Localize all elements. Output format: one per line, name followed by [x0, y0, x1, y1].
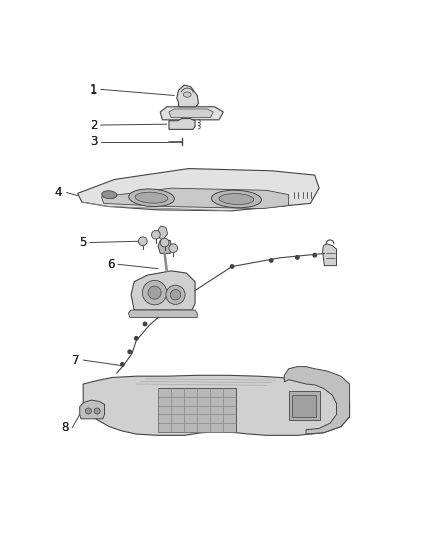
Circle shape [120, 362, 124, 366]
Bar [289, 391, 320, 419]
Circle shape [170, 289, 181, 300]
Circle shape [313, 254, 317, 257]
Ellipse shape [102, 191, 117, 199]
Polygon shape [169, 109, 213, 118]
Polygon shape [169, 118, 195, 130]
Text: 1: 1 [90, 83, 97, 96]
Polygon shape [158, 226, 168, 240]
Text: 4: 4 [55, 186, 62, 199]
Text: 8: 8 [61, 421, 69, 434]
Polygon shape [284, 367, 350, 434]
Text: 7: 7 [72, 353, 80, 367]
Polygon shape [128, 310, 197, 318]
Bar [158, 389, 237, 432]
Circle shape [148, 286, 161, 299]
Text: 5: 5 [79, 236, 86, 249]
Polygon shape [160, 107, 223, 120]
Ellipse shape [129, 189, 174, 206]
Text: 6: 6 [107, 258, 115, 271]
Polygon shape [102, 188, 289, 208]
Text: 8: 8 [61, 421, 69, 434]
Polygon shape [80, 400, 105, 419]
Polygon shape [322, 244, 336, 265]
Ellipse shape [212, 190, 261, 208]
Circle shape [128, 350, 131, 353]
Text: 5: 5 [79, 236, 86, 249]
Circle shape [143, 322, 147, 326]
Circle shape [142, 280, 167, 305]
Circle shape [85, 408, 92, 414]
Ellipse shape [184, 92, 191, 97]
Circle shape [138, 237, 147, 246]
Circle shape [94, 408, 100, 414]
Circle shape [230, 265, 234, 268]
Text: 2: 2 [90, 118, 97, 132]
Text: 1: 1 [90, 84, 97, 96]
Polygon shape [78, 168, 319, 211]
Polygon shape [131, 271, 195, 310]
Bar [292, 395, 316, 417]
Circle shape [169, 244, 178, 253]
Circle shape [134, 336, 138, 340]
Text: 3: 3 [90, 135, 97, 148]
Circle shape [152, 230, 160, 239]
Text: 4: 4 [55, 186, 62, 199]
Ellipse shape [219, 193, 254, 205]
Text: 3: 3 [90, 135, 97, 148]
Ellipse shape [135, 192, 168, 203]
Polygon shape [83, 375, 350, 435]
Text: 6: 6 [107, 258, 115, 271]
Polygon shape [177, 85, 198, 107]
Circle shape [166, 285, 185, 304]
Circle shape [269, 259, 273, 262]
Text: 7: 7 [72, 353, 80, 367]
Text: 2: 2 [90, 118, 97, 132]
Polygon shape [158, 240, 171, 254]
Circle shape [160, 238, 169, 247]
Circle shape [296, 256, 299, 259]
